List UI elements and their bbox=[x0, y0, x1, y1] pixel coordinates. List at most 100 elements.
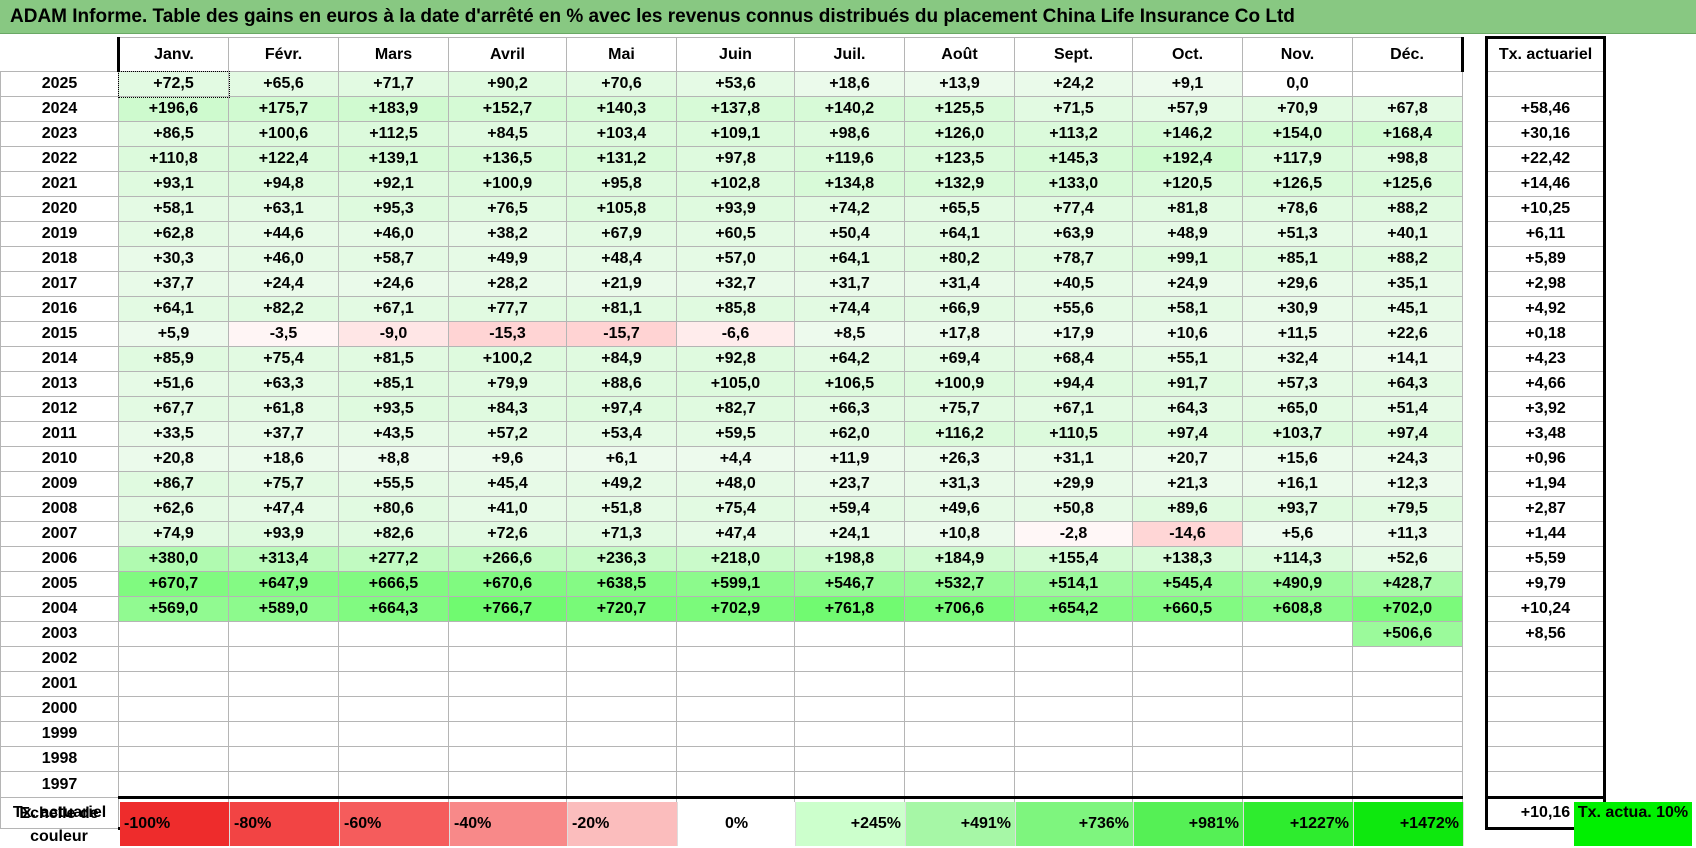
month-value-cell: +608,8 bbox=[1242, 596, 1353, 622]
column-gap bbox=[1462, 696, 1487, 722]
color-scale-step: +491% bbox=[906, 802, 1016, 846]
month-value-cell: +32,4 bbox=[1242, 346, 1353, 372]
month-value-cell bbox=[1352, 771, 1463, 798]
month-value-cell bbox=[228, 721, 339, 747]
column-gap bbox=[1462, 196, 1487, 222]
month-value-cell: +5,9 bbox=[118, 321, 229, 347]
year-label: 2001 bbox=[0, 671, 119, 697]
month-value-cell: +192,4 bbox=[1132, 146, 1243, 172]
month-value-cell: +110,8 bbox=[118, 146, 229, 172]
column-gap bbox=[1462, 171, 1487, 197]
month-value-cell: +50,8 bbox=[1014, 496, 1133, 522]
month-value-cell bbox=[338, 646, 449, 672]
month-value-cell: +64,1 bbox=[794, 246, 905, 272]
month-value-cell bbox=[1352, 71, 1463, 97]
color-scale-step: +1227% bbox=[1244, 802, 1354, 846]
month-value-cell bbox=[1132, 771, 1243, 798]
month-value-cell bbox=[1242, 671, 1353, 697]
annual-rate-cell: +0,18 bbox=[1485, 321, 1606, 347]
month-value-cell: +21,9 bbox=[566, 271, 677, 297]
month-value-cell: +106,5 bbox=[794, 371, 905, 397]
color-scale-step: 0% bbox=[678, 802, 796, 846]
month-value-cell bbox=[676, 696, 795, 722]
month-value-cell: +506,6 bbox=[1352, 621, 1463, 647]
year-row: 2002 bbox=[0, 646, 1606, 672]
month-value-cell: +75,7 bbox=[228, 471, 339, 497]
month-value-cell bbox=[904, 721, 1015, 747]
month-value-cell: +88,2 bbox=[1352, 196, 1463, 222]
month-value-cell: +58,7 bbox=[338, 246, 449, 272]
month-value-cell: +152,7 bbox=[448, 96, 567, 122]
color-scale-step: +736% bbox=[1016, 802, 1134, 846]
month-value-cell: +29,9 bbox=[1014, 471, 1133, 497]
month-value-cell: +17,8 bbox=[904, 321, 1015, 347]
annual-rate-cell: +22,42 bbox=[1485, 146, 1606, 172]
month-value-cell: +138,3 bbox=[1132, 546, 1243, 572]
month-value-cell: +66,9 bbox=[904, 296, 1015, 322]
month-value-cell bbox=[1242, 721, 1353, 747]
month-value-cell: +81,5 bbox=[338, 346, 449, 372]
annual-rate-cell: +9,79 bbox=[1485, 571, 1606, 597]
month-value-cell: +69,4 bbox=[904, 346, 1015, 372]
month-value-cell: +57,9 bbox=[1132, 96, 1243, 122]
month-value-cell bbox=[904, 621, 1015, 647]
month-value-cell: -9,0 bbox=[338, 321, 449, 347]
year-label: 2000 bbox=[0, 696, 119, 722]
color-scale-step: -80% bbox=[230, 802, 340, 846]
month-value-cell bbox=[228, 621, 339, 647]
month-value-cell: +71,7 bbox=[338, 71, 449, 97]
annual-rate-cell: +3,92 bbox=[1485, 396, 1606, 422]
month-value-cell bbox=[1352, 746, 1463, 772]
year-label: 2003 bbox=[0, 621, 119, 647]
month-value-cell: +64,1 bbox=[904, 221, 1015, 247]
month-value-cell bbox=[794, 621, 905, 647]
month-value-cell: +28,2 bbox=[448, 271, 567, 297]
month-value-cell: +41,0 bbox=[448, 496, 567, 522]
annual-rate-cell bbox=[1485, 696, 1606, 722]
annual-rate-cell: +5,89 bbox=[1485, 246, 1606, 272]
month-value-cell: +139,1 bbox=[338, 146, 449, 172]
month-value-cell: +490,9 bbox=[1242, 571, 1353, 597]
month-value-cell bbox=[448, 671, 567, 697]
annual-rate-cell bbox=[1485, 71, 1606, 97]
column-gap bbox=[1462, 71, 1487, 97]
month-value-cell: +74,4 bbox=[794, 296, 905, 322]
column-gap bbox=[1462, 346, 1487, 372]
month-value-cell: +30,3 bbox=[118, 246, 229, 272]
month-value-cell bbox=[118, 671, 229, 697]
column-gap bbox=[1462, 371, 1487, 397]
annual-rate-cell: +8,56 bbox=[1485, 621, 1606, 647]
month-value-cell: +21,3 bbox=[1132, 471, 1243, 497]
annual-rate-cell bbox=[1485, 646, 1606, 672]
month-value-cell: +58,1 bbox=[118, 196, 229, 222]
month-value-cell: +38,2 bbox=[448, 221, 567, 247]
month-value-cell bbox=[1242, 621, 1353, 647]
year-label: 2004 bbox=[0, 596, 119, 622]
year-label: 2025 bbox=[0, 71, 119, 97]
month-value-cell: +37,7 bbox=[118, 271, 229, 297]
month-value-cell: +91,7 bbox=[1132, 371, 1243, 397]
month-value-cell bbox=[566, 746, 677, 772]
month-value-cell: +184,9 bbox=[904, 546, 1015, 572]
month-value-cell: +94,8 bbox=[228, 171, 339, 197]
month-value-cell: +67,7 bbox=[118, 396, 229, 422]
year-label: 2006 bbox=[0, 546, 119, 572]
year-row: 2009 +86,7 +75,7 +55,5 +45,4 +49,2 +48,0 +23,7 +… bbox=[0, 471, 1606, 497]
month-value-cell bbox=[1352, 721, 1463, 747]
month-value-cell: +20,7 bbox=[1132, 446, 1243, 472]
month-value-cell: +67,9 bbox=[566, 221, 677, 247]
month-header: Juil. bbox=[794, 37, 905, 72]
month-value-cell: +88,2 bbox=[1352, 246, 1463, 272]
month-value-cell bbox=[1242, 746, 1353, 772]
month-header: Mai bbox=[566, 37, 677, 72]
month-value-cell bbox=[1242, 771, 1353, 798]
year-row: 2010 +20,8 +18,6 +8,8 +9,6 +6,1 +4,4 +11,9 +26,3… bbox=[0, 446, 1606, 472]
column-gap bbox=[1462, 421, 1487, 447]
month-value-cell: +12,3 bbox=[1352, 471, 1463, 497]
month-value-cell: +40,5 bbox=[1014, 271, 1133, 297]
month-value-cell: +589,0 bbox=[228, 596, 339, 622]
column-gap bbox=[1462, 246, 1487, 272]
month-value-cell: +59,5 bbox=[676, 421, 795, 447]
month-value-cell: +71,5 bbox=[1014, 96, 1133, 122]
month-value-cell: +140,2 bbox=[794, 96, 905, 122]
